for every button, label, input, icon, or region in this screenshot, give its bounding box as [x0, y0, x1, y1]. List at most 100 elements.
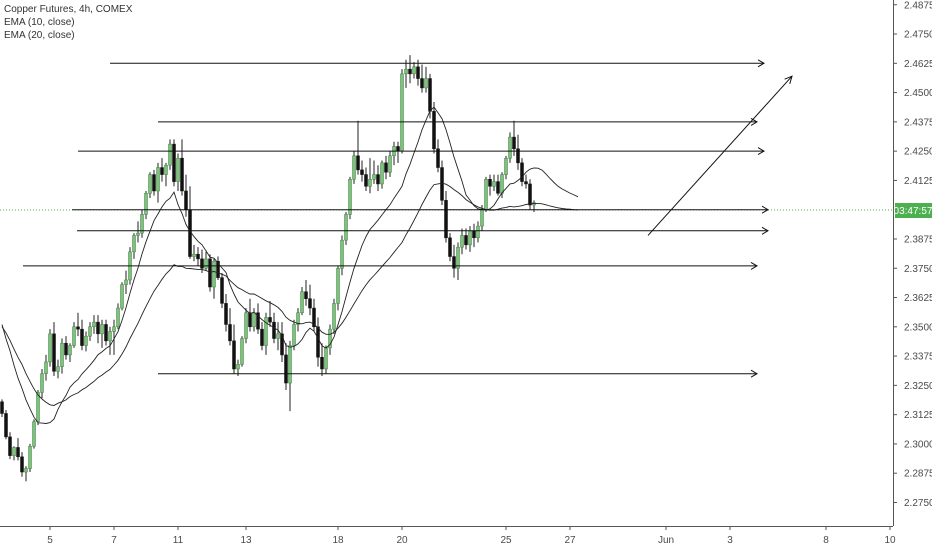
price-axis[interactable]: 2.4875 2.4750 2.4625 2.4500 2.4375 2.4250 2.41…: [893, 0, 932, 509]
candle-down: [256, 312, 260, 330]
trend-arrowhead: [784, 75, 793, 85]
candle-up: [120, 284, 124, 309]
candle-down: [260, 328, 264, 346]
candle-down: [496, 181, 500, 194]
candle-up: [92, 321, 96, 328]
candle-up: [244, 312, 248, 339]
price-tick-label: 2.3250: [904, 381, 932, 392]
candle-down: [396, 146, 400, 152]
price-tick-label: 2.2750: [904, 498, 932, 509]
horizontal-ray[interactable]: [110, 59, 765, 68]
candle-down: [516, 148, 520, 164]
candle-down: [180, 157, 184, 192]
candle-down: [228, 324, 232, 342]
candle-up: [500, 174, 504, 194]
candle-down: [320, 357, 324, 370]
candle-up: [348, 179, 352, 215]
candle-down: [80, 328, 84, 346]
time-tick-label: 8: [823, 535, 829, 546]
candle-up: [412, 66, 416, 75]
candle-down: [524, 181, 528, 185]
candle-down: [356, 155, 360, 171]
candle-up: [460, 235, 464, 248]
candle-down: [512, 136, 516, 150]
candle-down: [232, 340, 236, 370]
candle-up: [264, 317, 268, 346]
price-tick-label: 2.3875: [904, 234, 932, 245]
trend-arrow[interactable]: [647, 75, 793, 236]
candle-down: [452, 256, 456, 269]
candle-up: [176, 157, 180, 182]
candle-up: [236, 364, 240, 370]
horizontal-ray[interactable]: [78, 147, 765, 156]
current-price-tag: 03:47:57: [894, 203, 932, 218]
candle-up: [240, 338, 244, 365]
candle-up: [456, 246, 460, 269]
price-tick-label: 2.4125: [904, 176, 932, 187]
candle-down: [448, 237, 452, 257]
price-tick-label: 2.4625: [904, 59, 932, 70]
horizontal-ray[interactable]: [158, 117, 758, 126]
candle-up: [332, 303, 336, 330]
candle-up: [28, 446, 32, 469]
time-tick-label: 18: [332, 535, 344, 546]
candle-up: [100, 324, 104, 335]
horizontal-ray[interactable]: [158, 369, 758, 378]
candle-up: [368, 179, 372, 187]
candle-down: [416, 66, 420, 79]
ray-arrowhead: [761, 205, 769, 214]
time-tick-label: 10: [884, 535, 896, 546]
candle-up: [168, 143, 172, 166]
candle-down: [200, 258, 204, 269]
candle-up: [492, 181, 496, 187]
time-tick-label: 13: [240, 535, 252, 546]
horizontal-ray[interactable]: [72, 205, 769, 214]
candle-up: [480, 209, 484, 227]
candle-down: [520, 162, 524, 182]
candle-up: [88, 326, 92, 337]
candle-up: [424, 78, 428, 89]
candle-up: [112, 326, 116, 332]
time-tick-label: 7: [111, 535, 117, 546]
candle-down: [104, 324, 108, 342]
candle-down: [376, 174, 380, 185]
candle-down: [316, 326, 320, 358]
candle-down: [364, 174, 368, 187]
drawings-layer[interactable]: [23, 59, 793, 378]
ray-arrowhead: [761, 226, 769, 235]
candle-up: [468, 230, 472, 246]
price-tick-label: 2.4500: [904, 88, 932, 99]
candle-up: [276, 333, 280, 339]
candle-up: [132, 235, 136, 253]
candle-down: [160, 167, 164, 175]
price-tick-label: 2.4250: [904, 147, 932, 158]
candle-up: [48, 333, 52, 363]
symbol-title: Copper Futures, 4h, COMEX: [4, 4, 133, 15]
trend-arrow-line: [647, 75, 793, 236]
ray-arrowhead: [757, 147, 765, 156]
candle-down: [224, 303, 228, 325]
ray-arrowhead: [750, 261, 758, 270]
candle-up: [300, 291, 304, 314]
current-price-tag-label: 03:47:57: [894, 206, 932, 217]
candle-up: [32, 421, 36, 447]
candle-down: [208, 258, 212, 288]
candle-down: [220, 277, 224, 304]
candle-down: [308, 298, 312, 309]
candle-up: [60, 342, 64, 367]
candle-up: [156, 167, 160, 192]
candle-up: [164, 164, 168, 175]
candle-up: [324, 347, 328, 370]
candle-down: [428, 78, 432, 112]
candle-up: [508, 136, 512, 159]
horizontal-ray[interactable]: [77, 226, 769, 235]
candle-up: [136, 232, 140, 236]
time-axis[interactable]: 5 7 11 13 18 20 25 27 Jun 3 8 10: [0, 526, 896, 546]
price-tick-label: 2.4375: [904, 117, 932, 128]
candle-up: [344, 214, 348, 241]
candle-up: [252, 312, 256, 328]
candle-up: [24, 468, 28, 473]
horizontal-ray[interactable]: [23, 261, 758, 270]
price-tick-label: 2.4875: [904, 0, 932, 11]
